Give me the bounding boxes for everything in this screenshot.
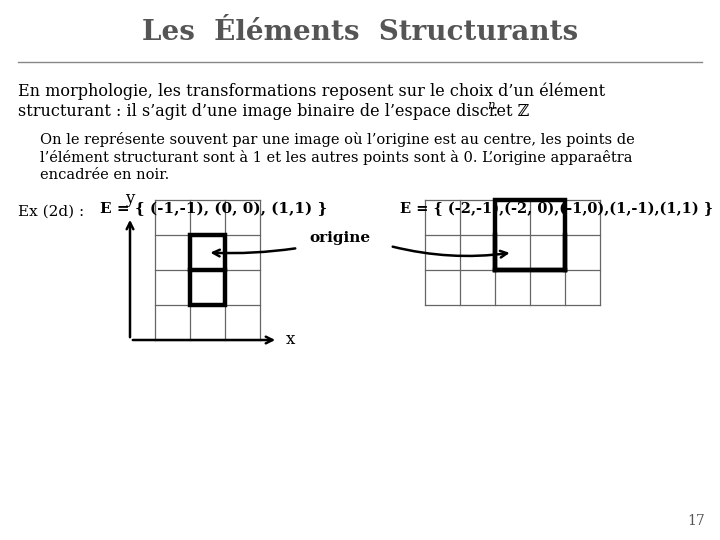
Text: Ex (2d) :: Ex (2d) :: [18, 205, 84, 219]
Bar: [190, 235, 225, 305]
Text: l’élément structurant sont à 1 et les autres points sont à 0. L’origine apparaêt: l’élément structurant sont à 1 et les au…: [40, 150, 632, 165]
Text: x: x: [286, 332, 295, 348]
Text: 17: 17: [688, 514, 705, 528]
Text: origine: origine: [310, 231, 371, 245]
Text: En morphologie, les transformations reposent sur le choix d’un élément: En morphologie, les transformations repo…: [18, 82, 605, 99]
Text: .: .: [492, 103, 497, 120]
Text: y: y: [125, 190, 135, 207]
Text: Les  Éléments  Structurants: Les Éléments Structurants: [142, 18, 578, 45]
Text: n: n: [487, 99, 495, 112]
Text: encadrée en noir.: encadrée en noir.: [40, 168, 169, 182]
Text: E = { (-2,-1),(-2, 0),(-1,0),(1,-1),(1,1) }: E = { (-2,-1),(-2, 0),(-1,0),(1,-1),(1,1…: [400, 202, 713, 217]
Text: structurant : il s’agit d’une image binaire de l’espace discret ℤ: structurant : il s’agit d’une image bina…: [18, 103, 529, 120]
Text: E = { (-1,-1), (0, 0), (1,1) }: E = { (-1,-1), (0, 0), (1,1) }: [100, 202, 328, 217]
Bar: [495, 200, 565, 270]
Text: On le représente souvent par une image où l’origine est au centre, les points de: On le représente souvent par une image o…: [40, 132, 635, 147]
